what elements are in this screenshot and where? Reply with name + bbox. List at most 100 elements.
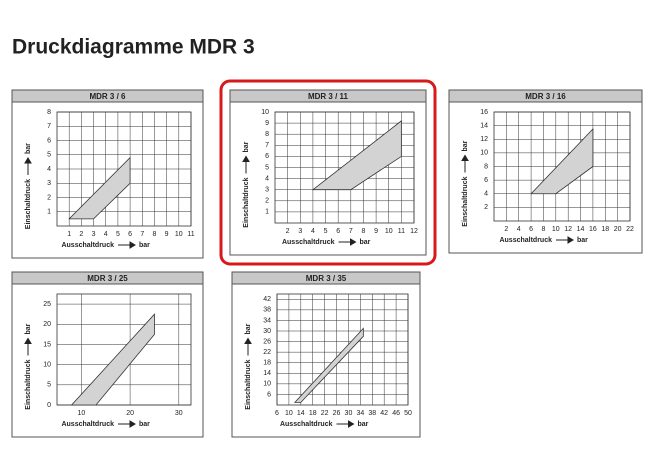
y-unit: bar [25,143,32,154]
x-tick-label: 10 [385,228,393,235]
y-axis-label: Einschaltdruck [25,179,32,229]
area [311,120,402,191]
x-tick-label: 7 [349,228,353,235]
x-arrow [118,420,136,428]
y-tick-label: 14 [480,122,488,129]
x-arrow [118,241,136,249]
y-tick-label: 10 [261,109,269,116]
x-tick-label: 11 [398,228,405,235]
x-arrow [556,236,574,244]
x-tick-label: 7 [140,231,144,238]
x-unit: bar [358,421,369,428]
y-tick-label: 3 [265,187,269,194]
x-tick-label: 18 [309,410,317,417]
x-tick-label: 5 [324,228,328,235]
x-tick-label: 38 [368,410,376,417]
y-tick-label: 2 [484,204,488,211]
y-tick-label: 6 [484,177,488,184]
y-tick-label: 15 [43,341,51,348]
x-tick-label: 18 [601,226,609,233]
x-tick-label: 14 [577,226,585,233]
x-tick-label: 3 [298,228,302,235]
chart-panel: MDR 3 / 112 3 4 5 6 7 8 9 10 11 1212345678910Aussc… [219,79,437,266]
chart-panel: MDR 3 / 356 10 14 18 22 26 30 34 38 42 46 506101418… [231,271,421,438]
y-tick-label: 4 [484,191,488,198]
x-arrow [338,238,357,246]
x-tick-label: 12 [564,226,572,233]
x-tick-label: 9 [374,228,378,235]
y-tick-label: 6 [267,391,271,398]
area [68,156,131,220]
x-tick-label: 11 [187,231,194,238]
y-tick-label: 1 [265,209,269,216]
x-tick-label: 34 [356,410,364,417]
x-tick-label: 12 [410,228,418,235]
y-axis-label: Einschaltdruck [462,176,469,226]
y-tick-label: 12 [480,136,488,143]
x-tick-label: 10 [285,410,293,417]
x-tick-label: 50 [404,410,412,417]
area [530,128,594,195]
x-tick-label: 10 [175,231,183,238]
x-tick-label: 30 [345,410,353,417]
x-tick-label: 16 [589,226,597,233]
y-tick-label: 34 [263,317,271,324]
chart-title: MDR 3 / 16 [525,92,566,101]
x-tick-label: 8 [362,228,366,235]
x-tick-label: 6 [128,231,132,238]
y-tick-label: 25 [43,301,51,308]
x-tick-label: 6 [275,410,279,417]
y-arrow [242,155,250,174]
area [293,327,364,403]
panel-header [11,271,204,285]
y-tick-label: 14 [263,370,271,377]
y-arrow [24,337,32,356]
y-unit: bar [243,141,250,152]
x-tick-label: 4 [517,226,521,233]
chart-title: MDR 3 / 25 [87,274,128,283]
y-tick-label: 5 [47,382,51,389]
y-tick-label: 6 [47,137,51,144]
y-arrow [24,157,32,175]
y-tick-label: 9 [265,120,269,127]
chart-panel: MDR 3 / 61 2 3 4 5 6 7 8 9 10 1112345678Ausschaltd… [11,89,204,259]
x-arrow [336,420,355,428]
x-tick-label: 2 [286,228,290,235]
chart-title: MDR 3 / 35 [306,274,347,283]
y-arrow [244,337,252,356]
x-tick-label: 30 [175,410,183,417]
y-tick-label: 8 [265,131,269,138]
y-tick-label: 10 [480,150,488,157]
page-title: Druckdiagramme MDR 3 [12,36,255,59]
x-tick-label: 1 [67,231,71,238]
panel-header [448,89,643,103]
y-tick-label: 5 [47,152,51,159]
chart-panel: MDR 3 / 162 4 6 8 10 12 14 16 18 20 22246810121416… [448,89,643,254]
y-tick-label: 5 [265,164,269,171]
x-tick-label: 26 [333,410,341,417]
x-tick-label: 9 [165,231,169,238]
x-tick-label: 2 [79,231,83,238]
y-arrow [461,154,469,173]
x-axis-label: Ausschaltdruck [282,239,335,246]
x-axis-label: Ausschaltdruck [280,421,333,428]
y-tick-label: 26 [263,338,271,345]
x-tick-label: 5 [116,231,120,238]
x-tick-label: 22 [626,226,634,233]
x-axis-label: Ausschaltdruck [499,237,552,244]
x-unit: bar [577,237,588,244]
y-unit: bar [462,140,469,151]
y-tick-label: 3 [47,180,51,187]
highlight-frame [219,79,437,266]
y-tick-label: 10 [43,361,51,368]
x-tick-label: 22 [321,410,329,417]
y-tick-label: 4 [47,166,51,173]
x-tick-label: 4 [104,231,108,238]
y-tick-label: 6 [265,153,269,160]
y-axis-label: Einschaltdruck [25,359,32,409]
y-axis-label: Einschaltdruck [243,177,250,227]
y-tick-label: 7 [47,123,51,130]
x-tick-label: 8 [542,226,546,233]
y-tick-label: 20 [43,321,51,328]
